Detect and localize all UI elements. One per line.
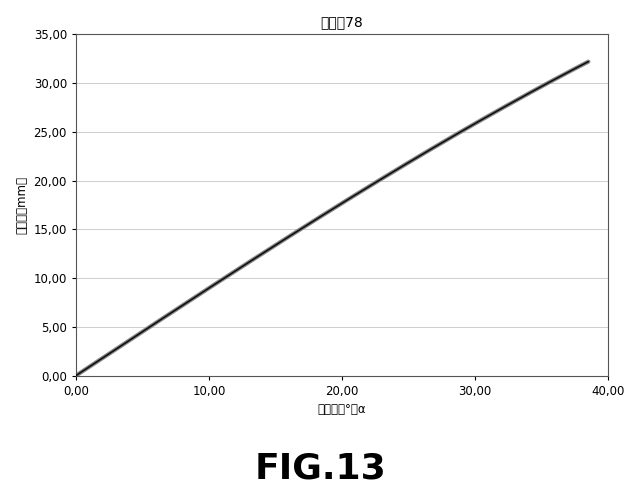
- Y-axis label: アーム（mm）: アーム（mm）: [15, 176, 28, 234]
- X-axis label: 操舶角（°）α: 操舶角（°）α: [318, 403, 367, 416]
- Title: アーム78: アーム78: [321, 15, 364, 29]
- Text: FIG.13: FIG.13: [254, 451, 386, 485]
